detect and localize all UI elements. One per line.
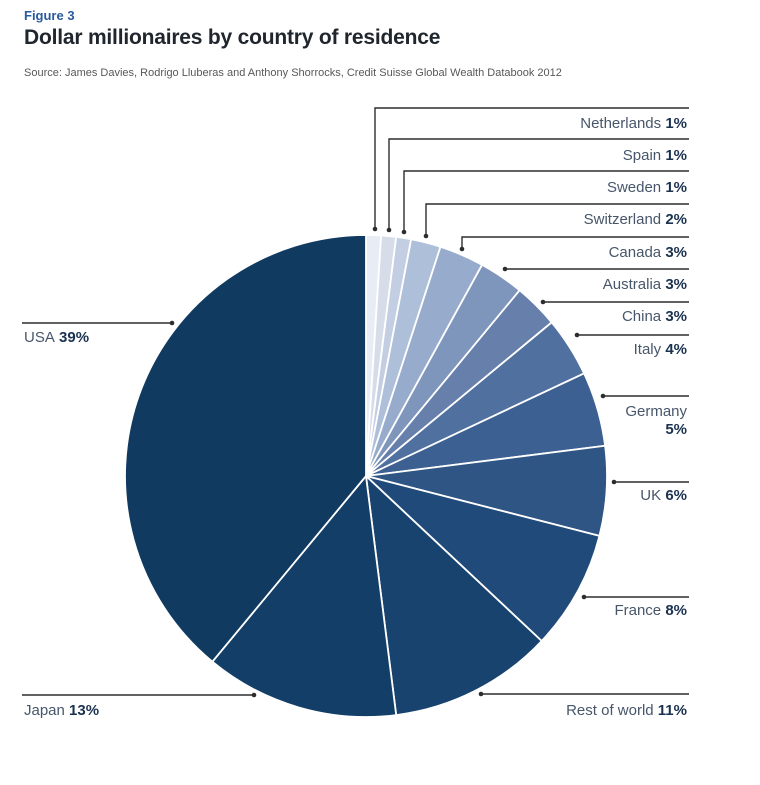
slice-label-italy: Italy 4% (634, 341, 687, 358)
slice-label-australia: Australia 3% (603, 276, 687, 293)
page-title: Dollar millionaires by country of reside… (24, 26, 441, 49)
slice-label-usa: USA 39% (24, 329, 89, 346)
source-note: Source: James Davies, Rodrigo Lluberas a… (24, 67, 562, 79)
leader-tip-dot-sweden (401, 229, 407, 235)
slice-label-sweden: Sweden 1% (607, 179, 687, 196)
slice-label-japan: Japan 13% (24, 702, 99, 719)
leader-tip-dot-rest-of-world (478, 691, 484, 697)
slice-label-switzerland: Switzerland 2% (584, 211, 687, 228)
slice-label-uk: UK 6% (640, 487, 687, 504)
slice-label-spain: Spain 1% (623, 147, 687, 164)
leader-tip-dot-china (540, 299, 546, 305)
slice-label-netherlands: Netherlands 1% (580, 115, 687, 132)
slice-label-canada: Canada 3% (609, 244, 687, 261)
slice-label-rest-of-world: Rest of world 11% (566, 702, 687, 719)
leader-tip-dot-usa (169, 320, 175, 326)
pie-slice-japan (211, 475, 398, 718)
leader-tip-dot-germany (600, 393, 606, 399)
slice-label-germany: Germany (625, 403, 687, 420)
leader-tip-dot-spain (386, 227, 392, 233)
leader-tip-dot-switzerland (423, 233, 429, 239)
leader-line-spain (388, 138, 689, 230)
slice-label-china: China 3% (622, 308, 687, 325)
leader-tip-dot-italy (574, 332, 580, 338)
pie-slice-france (365, 475, 601, 642)
slice-value-germany: 5% (665, 421, 687, 438)
pie-slice-rest-of-world (365, 475, 543, 716)
figure-label: Figure 3 (24, 8, 75, 23)
leader-tip-dot-canada (459, 246, 465, 252)
leader-line-netherlands (374, 107, 689, 229)
leader-line-sweden (403, 170, 689, 232)
leader-tip-dot-netherlands (372, 226, 378, 232)
leader-line-canada (461, 236, 689, 249)
leader-tip-dot-uk (611, 479, 617, 485)
leader-tip-dot-france (581, 594, 587, 600)
slice-label-france: France 8% (614, 602, 687, 619)
leader-tip-dot-australia (502, 266, 508, 272)
pie-slice-usa (124, 234, 367, 663)
leader-line-switzerland (425, 203, 689, 236)
leader-tip-dot-japan (251, 692, 257, 698)
